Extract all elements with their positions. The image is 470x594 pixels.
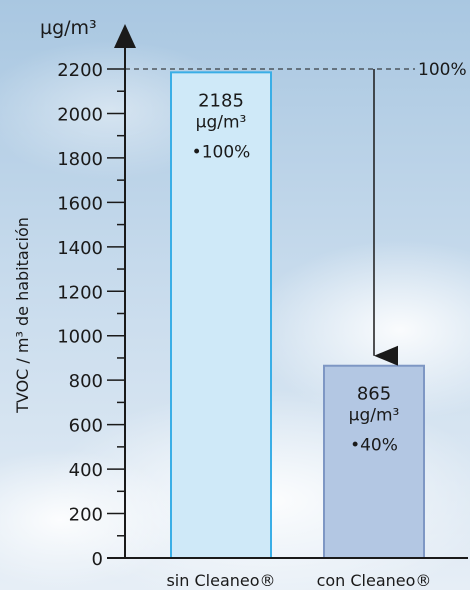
y-tick-label: 0 (92, 549, 103, 570)
y-tick-label: 2000 (57, 104, 103, 125)
bar-unit-label: µg/m³ (349, 406, 400, 426)
x-tick-label: con Cleaneo® (317, 571, 432, 590)
bar-unit-label: µg/m³ (196, 112, 247, 132)
y-tick-label: 600 (69, 416, 103, 437)
y-tick-label: 2200 (57, 60, 103, 81)
bar-value-label: 2185 (198, 90, 244, 111)
bar-percent-label: •40% (350, 436, 398, 456)
y-tick-label: 1400 (57, 238, 103, 259)
y-axis-arrowhead (114, 24, 136, 48)
y-tick-label: 400 (69, 460, 103, 481)
y-tick-label: 800 (69, 371, 103, 392)
y-tick-label: 1600 (57, 193, 103, 214)
bar-value-label: 865 (357, 384, 391, 405)
y-axis-ticks: 0 200 400 600 800 1000 1200 1400 1600 1800 2000 220… (57, 60, 125, 570)
y-axis-label: TVOC / m³ de habitación (13, 217, 32, 414)
y-tick-label: 1000 (57, 327, 103, 348)
bar (323, 364, 425, 560)
bar-percent-label: •100% (192, 142, 251, 162)
y-tick-label: 1800 (57, 149, 103, 170)
y-tick-label: 200 (69, 505, 103, 526)
cloud (0, 450, 180, 590)
y-axis-unit: µg/m³ (40, 17, 97, 39)
x-tick-label: sin Cleaneo® (166, 571, 275, 590)
reference-line-label: 100% (418, 60, 467, 80)
y-tick-label: 1200 (57, 282, 103, 303)
